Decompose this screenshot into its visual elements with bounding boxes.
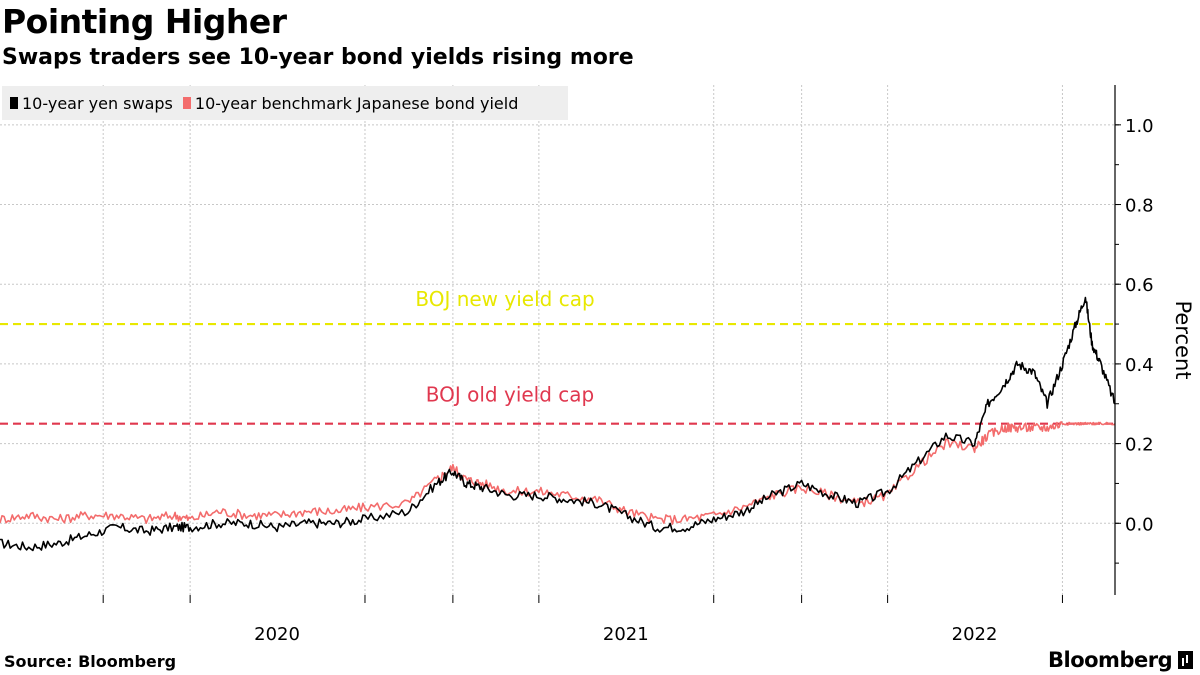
legend-label-swaps: 10-year yen swaps (22, 93, 173, 113)
y-axis-label: Percent (1171, 300, 1195, 379)
reference-lines: BOJ new yield cap BOJ old yield cap (0, 287, 1115, 425)
series-line (0, 296, 1116, 552)
x-tick-label: 2021 (603, 624, 649, 645)
y-axis: 0.0 0.2 0.4 0.6 0.8 1.0 (1114, 85, 1154, 595)
brand-logo: Bloomberg (1048, 648, 1194, 672)
legend: 10-year yen swaps 10-year benchmark Japa… (2, 86, 568, 120)
y-tick-label: 0.8 (1125, 196, 1154, 217)
brand-name: Bloomberg (1048, 648, 1173, 672)
legend-label-jgb: 10-year benchmark Japanese bond yield (194, 93, 519, 113)
y-tick-label: 1.0 (1125, 116, 1154, 137)
x-tick-label: 2022 (952, 624, 998, 645)
x-tick-label: 2020 (254, 624, 300, 645)
y-tick-label: 0.4 (1125, 355, 1154, 376)
legend-swatch-swaps (10, 97, 18, 109)
series-lines (0, 296, 1116, 552)
bloomberg-terminal-icon (1178, 651, 1194, 669)
reference-label: BOJ old yield cap (426, 383, 594, 407)
reference-label: BOJ new yield cap (415, 287, 594, 311)
y-tick-label: 0.6 (1125, 275, 1154, 296)
y-tick-label: 0.0 (1125, 514, 1154, 535)
legend-swatch-jgb (182, 97, 191, 109)
legend-item-jgb: 10-year benchmark Japanese bond yield (182, 93, 519, 113)
x-axis: 2020 2021 2022 (102, 595, 1063, 645)
legend-item-swaps: 10-year yen swaps (10, 94, 173, 113)
chart-subtitle: Swaps traders see 10-year bond yields ri… (2, 45, 634, 70)
source-note: Source: Bloomberg (4, 652, 177, 671)
gridlines (0, 85, 1115, 595)
chart-title: Pointing Higher (2, 2, 287, 41)
y-tick-label: 0.2 (1125, 435, 1154, 456)
